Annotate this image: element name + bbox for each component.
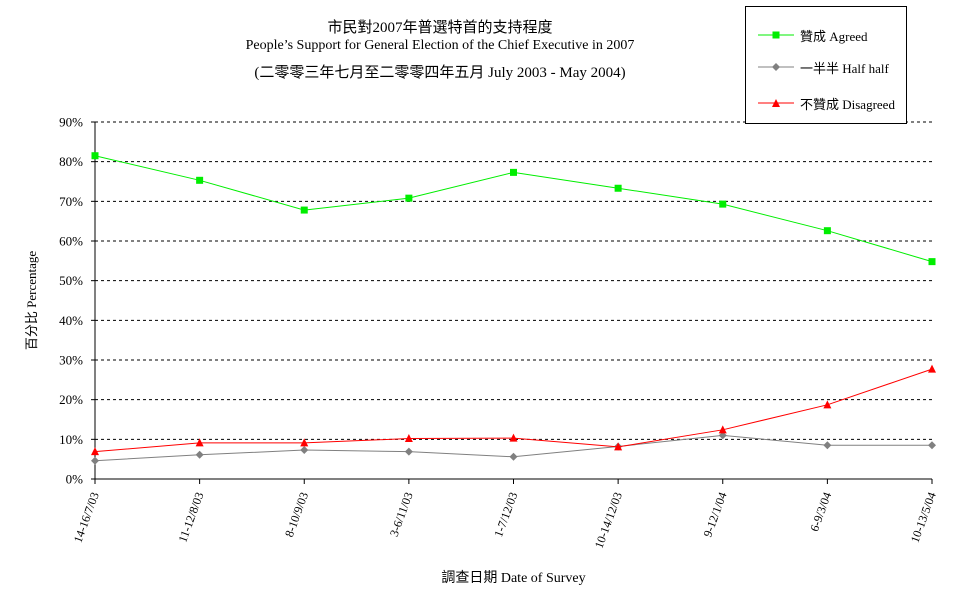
legend: 贊成 Agreed 一半半 Half half 不贊成 Disagreed <box>745 6 907 124</box>
x-tick-label: 11-12/8/03 <box>175 490 206 544</box>
y-tick-label: 20% <box>59 392 83 407</box>
data-point-half-half <box>823 441 832 450</box>
legend-agreed-label: 贊成 Agreed <box>800 28 868 44</box>
data-point-disagreed <box>509 433 518 442</box>
y-tick-label: 0% <box>66 472 84 487</box>
data-point-agreed <box>91 152 99 160</box>
x-tick-label: 6-9/3/04 <box>807 490 834 533</box>
data-point-agreed <box>719 200 727 208</box>
data-point-disagreed <box>300 438 309 447</box>
legend-item-disagreed: 不贊成 Disagreed <box>756 93 895 113</box>
data-point-disagreed <box>718 425 727 434</box>
data-point-agreed <box>823 227 831 235</box>
data-point-disagreed <box>91 447 99 456</box>
x-tick-label: 10-14/12/03 <box>592 490 625 550</box>
x-tick-label: 3-6/11/03 <box>387 490 416 538</box>
legend-item-agreed: 贊成 Agreed <box>756 25 868 45</box>
x-tick-label: 8-10/9/03 <box>282 490 311 539</box>
data-point-half-half <box>509 452 518 461</box>
y-tick-label: 70% <box>59 194 83 209</box>
y-tick-label: 50% <box>59 273 83 288</box>
chart-subtitle-period: (二零零三年七月至二零零四年五月 July 2003 - May 2004) <box>254 65 626 81</box>
legend-agreed-swatch <box>758 31 794 39</box>
chart-title: 市民對2007年普選特首的支持程度 <box>327 20 553 36</box>
data-point-agreed <box>196 176 204 184</box>
data-point-agreed <box>510 168 517 176</box>
data-point-half-half <box>195 450 204 459</box>
y-tick-label: 10% <box>59 432 83 447</box>
data-point-disagreed <box>195 438 204 447</box>
y-axis-label: 百分比 Percentage <box>24 251 39 351</box>
legend-half-swatch <box>758 63 794 71</box>
data-point-agreed <box>928 258 936 266</box>
data-point-disagreed <box>614 442 623 451</box>
data-point-disagreed <box>404 434 413 443</box>
legend-disagreed-swatch <box>758 99 794 107</box>
x-tick-label: 10-13/5/04 <box>908 490 939 544</box>
chart-subtitle: People’s Support for General Election of… <box>245 38 635 53</box>
y-tick-label: 80% <box>59 154 83 169</box>
data-point-disagreed <box>928 364 936 373</box>
x-tick-label: 14-16/7/03 <box>71 490 102 544</box>
x-axis-label: 調查日期 Date of Survey <box>441 570 585 586</box>
data-point-half-half <box>718 431 727 440</box>
legend-item-half: 一半半 Half half <box>756 57 889 77</box>
data-point-agreed <box>614 184 622 192</box>
data-point-half-half <box>928 441 936 450</box>
x-tick-label: 9-12/1/04 <box>700 490 729 539</box>
data-point-half-half <box>91 456 99 465</box>
data-point-disagreed <box>823 400 832 409</box>
y-tick-label: 40% <box>59 313 83 328</box>
data-point-agreed <box>405 194 413 202</box>
data-point-half-half <box>300 446 309 455</box>
y-tick-label: 60% <box>59 234 83 249</box>
legend-half-label: 一半半 Half half <box>800 60 889 76</box>
data-point-agreed <box>300 206 308 214</box>
y-tick-label: 90% <box>59 115 83 130</box>
legend-disagreed-label: 不贊成 Disagreed <box>800 96 895 112</box>
data-point-half-half <box>404 447 413 456</box>
x-tick-label: 1-7/12/03 <box>491 490 520 539</box>
y-tick-label: 30% <box>59 353 83 368</box>
